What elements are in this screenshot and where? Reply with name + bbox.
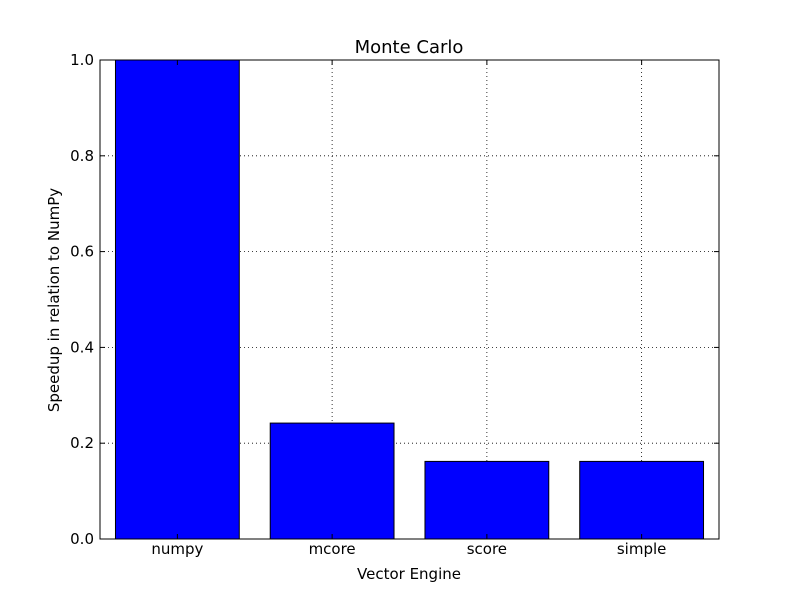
bar-numpy (114, 59, 240, 540)
y-tick-label: 0.8 (70, 147, 94, 165)
y-axis-label: Speedup in relation to NumPy (45, 188, 63, 412)
ticks-layer: 0.0 0.2 0.4 0.6 0.8 1.0 numpy mcore score simple (70, 51, 719, 558)
x-axis-label: Vector Engine (357, 565, 461, 583)
x-tick-label-numpy: numpy (151, 540, 203, 558)
y-tick-label: 0.4 (70, 338, 94, 356)
bar-mcore (269, 422, 395, 540)
x-tick-label-score: score (467, 540, 507, 558)
x-tick-label-mcore: mcore (309, 540, 356, 558)
plot-frame (99, 59, 720, 540)
y-tick-label: 1.0 (70, 51, 94, 69)
frame-layer (99, 59, 720, 540)
bar-simple (579, 460, 705, 540)
y-tick-label: 0.0 (70, 530, 94, 548)
bar-score (424, 460, 550, 540)
bars-layer (114, 59, 705, 540)
x-tick-label-simple: simple (617, 540, 667, 558)
y-tick-label: 0.2 (70, 434, 94, 452)
chart-title: Monte Carlo (355, 37, 464, 58)
y-tick-label: 0.6 (70, 243, 94, 261)
